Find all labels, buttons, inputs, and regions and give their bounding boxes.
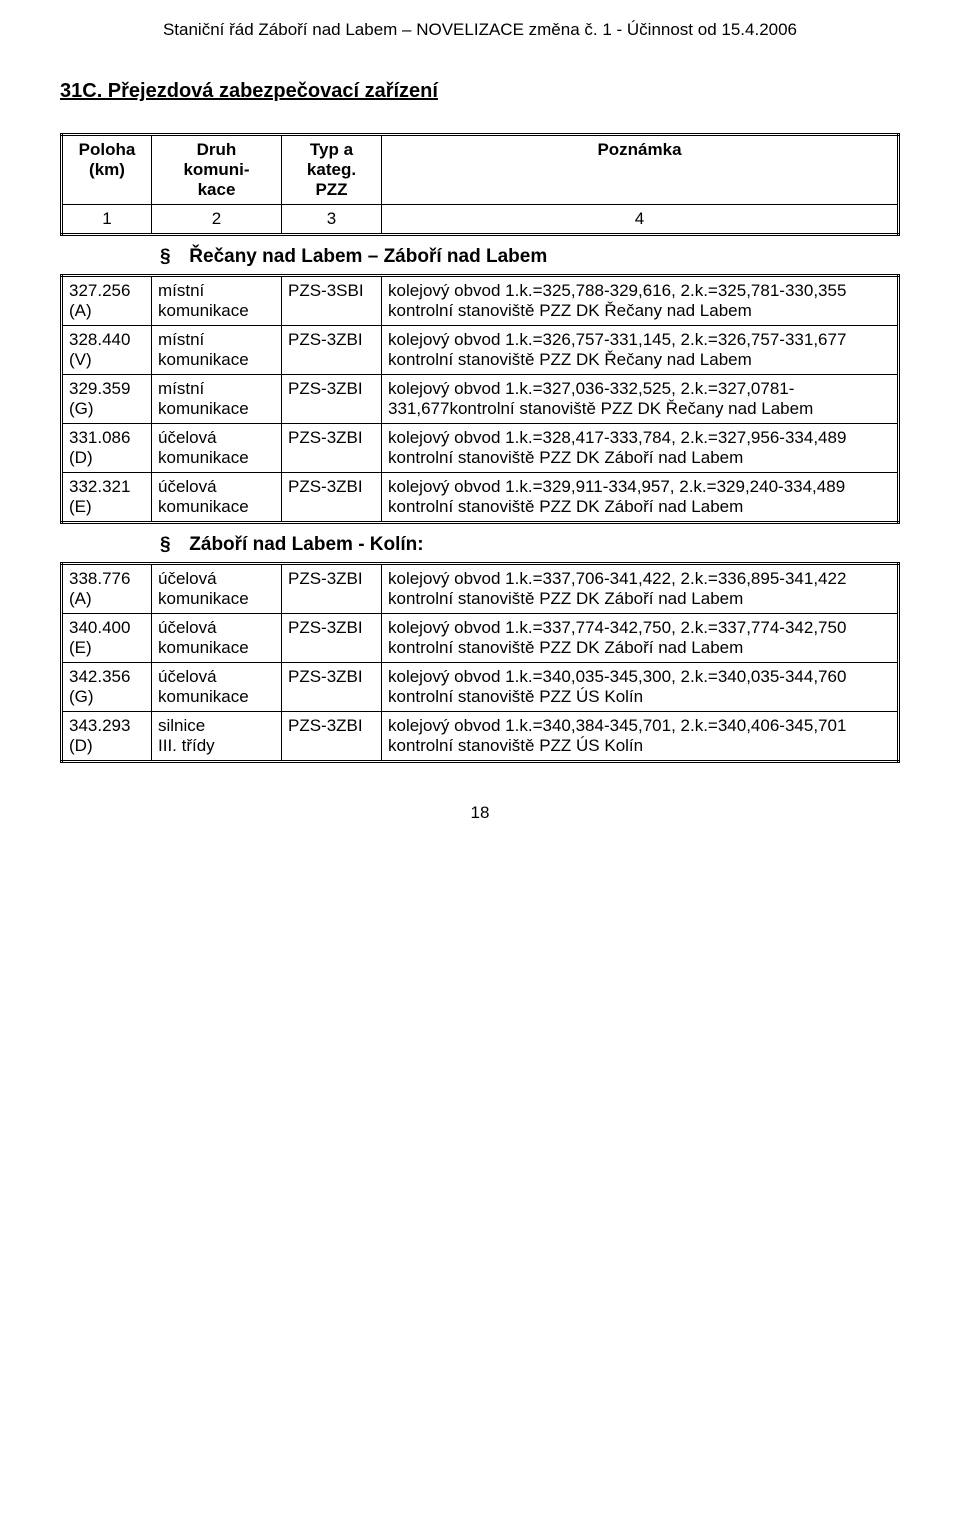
cell: 338.776 (A)	[62, 564, 152, 614]
cell: 329.359 (G)	[62, 375, 152, 424]
cell: silnice III. třídy	[152, 712, 282, 762]
cell: PZS-3SBI	[282, 276, 382, 326]
section-symbol-icon: §	[160, 534, 184, 556]
table-row: 329.359 (G)místní komunikacePZS-3ZBIkole…	[62, 375, 899, 424]
cell: kolejový obvod 1.k.=325,788-329,616, 2.k…	[382, 276, 899, 326]
cell: účelová komunikace	[152, 663, 282, 712]
subheading-recany: § Řečany nad Labem – Záboří nad Labem	[60, 240, 900, 274]
cell: 331.086 (D)	[62, 424, 152, 473]
cell: PZS-3ZBI	[282, 473, 382, 523]
col-header-poznamka: Poznámka	[382, 135, 899, 205]
cell: místní komunikace	[152, 375, 282, 424]
cell: 342.356 (G)	[62, 663, 152, 712]
subheading-text: Záboří nad Labem - Kolín:	[189, 534, 423, 555]
cell: kolejový obvod 1.k.=329,911-334,957, 2.k…	[382, 473, 899, 523]
col-header-poloha: Poloha (km)	[62, 135, 152, 205]
cell: 327.256 (A)	[62, 276, 152, 326]
page-container: Staniční řád Záboří nad Labem – NOVELIZA…	[0, 0, 960, 863]
subheading-zabori: § Záboří nad Labem - Kolín:	[60, 528, 900, 562]
cell: PZS-3ZBI	[282, 564, 382, 614]
col-num-1: 1	[62, 205, 152, 235]
table-row: 328.440 (V)místní komunikacePZS-3ZBIkole…	[62, 326, 899, 375]
section-symbol-icon: §	[160, 246, 184, 268]
table-row: 332.321 (E)účelová komunikacePZS-3ZBIkol…	[62, 473, 899, 523]
cell: kolejový obvod 1.k.=340,384-345,701, 2.k…	[382, 712, 899, 762]
table-row: 342.356 (G)účelová komunikacePZS-3ZBIkol…	[62, 663, 899, 712]
cell: kolejový obvod 1.k.=328,417-333,784, 2.k…	[382, 424, 899, 473]
data-table-2: 338.776 (A)účelová komunikacePZS-3ZBIkol…	[60, 562, 900, 763]
cell: PZS-3ZBI	[282, 375, 382, 424]
cell: PZS-3ZBI	[282, 614, 382, 663]
cell: kolejový obvod 1.k.=326,757-331,145, 2.k…	[382, 326, 899, 375]
cell: kolejový obvod 1.k.=327,036-332,525, 2.k…	[382, 375, 899, 424]
cell: kolejový obvod 1.k.=340,035-345,300, 2.k…	[382, 663, 899, 712]
table-row: 338.776 (A)účelová komunikacePZS-3ZBIkol…	[62, 564, 899, 614]
col-num-4: 4	[382, 205, 899, 235]
cell: kolejový obvod 1.k.=337,774-342,750, 2.k…	[382, 614, 899, 663]
col-num-3: 3	[282, 205, 382, 235]
table-row: 343.293 (D)silnice III. třídyPZS-3ZBIkol…	[62, 712, 899, 762]
page-number: 18	[60, 803, 900, 823]
cell: účelová komunikace	[152, 564, 282, 614]
cell: místní komunikace	[152, 326, 282, 375]
header-table: Poloha (km) Druh komuni- kace Typ a kate…	[60, 133, 900, 236]
cell: 340.400 (E)	[62, 614, 152, 663]
document-header: Staniční řád Záboří nad Labem – NOVELIZA…	[60, 20, 900, 40]
table-row: 1 2 3 4	[62, 205, 899, 235]
table-row: 327.256 (A)místní komunikacePZS-3SBIkole…	[62, 276, 899, 326]
cell: 328.440 (V)	[62, 326, 152, 375]
cell: účelová komunikace	[152, 424, 282, 473]
subheading-text: Řečany nad Labem – Záboří nad Labem	[189, 246, 547, 267]
cell: místní komunikace	[152, 276, 282, 326]
table-row: 340.400 (E)účelová komunikacePZS-3ZBIkol…	[62, 614, 899, 663]
cell: účelová komunikace	[152, 614, 282, 663]
col-header-druh: Druh komuni- kace	[152, 135, 282, 205]
table-row: 331.086 (D)účelová komunikacePZS-3ZBIkol…	[62, 424, 899, 473]
cell: PZS-3ZBI	[282, 424, 382, 473]
col-num-2: 2	[152, 205, 282, 235]
cell: kolejový obvod 1.k.=337,706-341,422, 2.k…	[382, 564, 899, 614]
cell: účelová komunikace	[152, 473, 282, 523]
cell: PZS-3ZBI	[282, 663, 382, 712]
col-header-typ: Typ a kateg. PZZ	[282, 135, 382, 205]
table-row: Poloha (km) Druh komuni- kace Typ a kate…	[62, 135, 899, 205]
cell: PZS-3ZBI	[282, 712, 382, 762]
cell: 343.293 (D)	[62, 712, 152, 762]
data-table-1: 327.256 (A)místní komunikacePZS-3SBIkole…	[60, 274, 900, 524]
cell: PZS-3ZBI	[282, 326, 382, 375]
cell: 332.321 (E)	[62, 473, 152, 523]
section-title: 31C. Přejezdová zabezpečovací zařízení	[60, 80, 900, 103]
